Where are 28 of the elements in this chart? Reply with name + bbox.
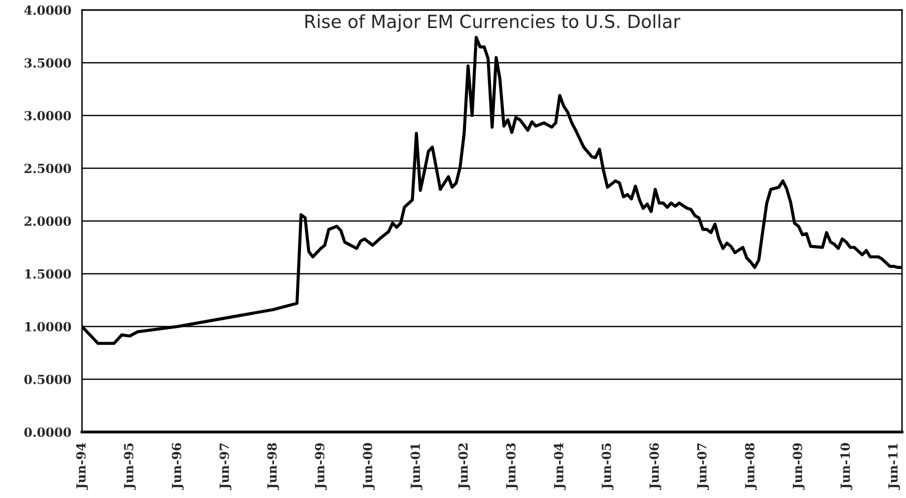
x-tick-label: Jun-95	[124, 443, 136, 490]
y-tick-label: 4.0000	[24, 5, 71, 15]
y-tick-label: 0.5000	[24, 374, 71, 384]
x-tick-label: Jun-06	[649, 443, 662, 490]
x-tick-label: Jun-00	[362, 443, 375, 490]
x-tick-label: Jun-04	[554, 442, 566, 490]
y-tick-label: 0.0000	[24, 427, 71, 437]
y-tick-label: 2.0000	[24, 216, 71, 226]
y-tick-label: 2.5000	[24, 164, 71, 174]
x-tick-label: Jun-01	[410, 444, 422, 490]
y-tick-label: 3.0000	[24, 110, 71, 120]
x-tick-label: Jun-96	[172, 443, 184, 490]
y-tick-label: 3.5000	[24, 58, 71, 68]
x-tick-label: Jun-11	[888, 444, 900, 490]
x-tick-label: Jun-05	[602, 443, 614, 490]
x-tick-label: Jun-94	[76, 442, 88, 490]
y-tick-label: 1.5000	[25, 269, 71, 279]
x-tick-label: Jun-08	[744, 443, 757, 490]
y-tick-label: 1.0000	[25, 322, 71, 332]
x-tick-label: Jun-02	[458, 444, 470, 490]
x-tick-label: Jun-07	[697, 443, 709, 490]
chart-title: Rise of Major EM Currencies to U.S. Dollar	[305, 14, 680, 32]
x-tick-label: Jun-98	[267, 443, 280, 490]
x-tick-label: Jun-03	[506, 443, 518, 490]
x-tick-label: Jun-10	[840, 443, 852, 490]
x-tick-label: Jun-97	[220, 443, 232, 490]
x-tick-label: Jun-99	[314, 443, 327, 490]
x-tick-label: Jun-09	[792, 443, 805, 490]
